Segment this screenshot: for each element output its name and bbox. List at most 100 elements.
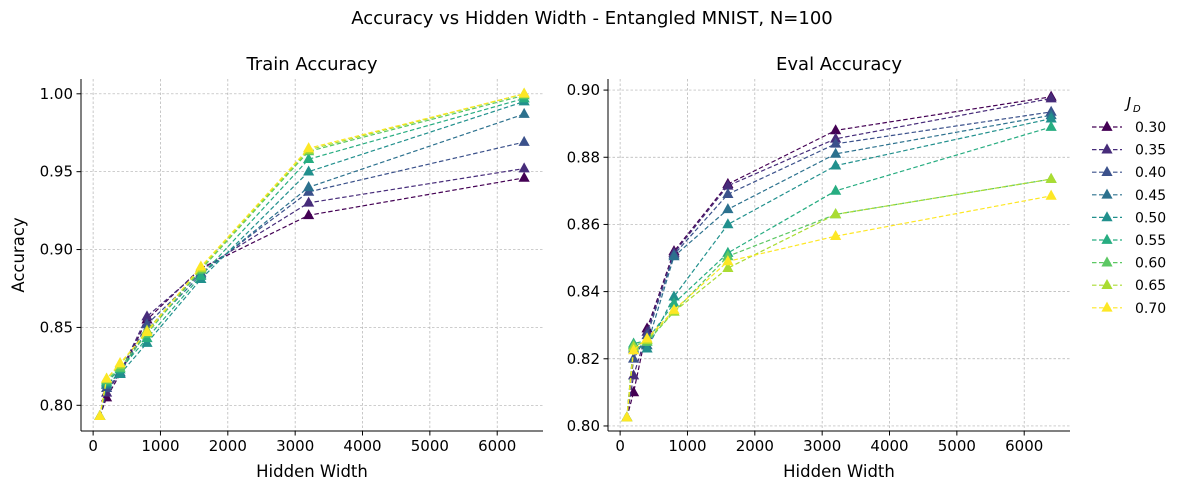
data-point — [722, 250, 734, 261]
data-point — [518, 87, 530, 98]
series-0.70 — [621, 189, 1057, 422]
legend-marker — [1101, 301, 1113, 312]
series-line — [99, 94, 525, 417]
series-line — [99, 93, 525, 417]
data-point — [518, 171, 530, 182]
data-point — [722, 179, 734, 190]
data-point — [830, 208, 842, 219]
subplot-title: Eval Accuracy — [776, 54, 902, 75]
x-tick-label: 4000 — [870, 437, 908, 455]
figure-title: Accuracy vs Hidden Width - Entangled MNI… — [351, 8, 832, 29]
legend-entry-0.50: 0.50 — [1092, 210, 1166, 226]
data-point — [668, 250, 680, 261]
data-point — [627, 352, 640, 363]
x-tick-label: 1000 — [668, 437, 706, 455]
y-tick-label: 0.95 — [40, 163, 73, 181]
series-line — [626, 118, 1052, 418]
data-point — [141, 325, 153, 336]
legend-label: 0.30 — [1135, 120, 1166, 136]
data-point — [722, 218, 734, 229]
data-point — [114, 357, 126, 368]
data-point — [830, 184, 842, 195]
data-point — [627, 369, 640, 380]
x-tick-label: 6000 — [478, 437, 516, 455]
legend: J D 0.30 0.35 0.40 0.45 0.50 0.55 0.60 0.65 0.70 — [1092, 94, 1166, 317]
series-0.35 — [621, 92, 1057, 422]
y-tick-label: 0.80 — [567, 417, 600, 435]
x-axis-label: Hidden Width — [256, 462, 368, 481]
data-point — [722, 188, 734, 199]
legend-label: 0.50 — [1135, 210, 1166, 226]
series-0.50 — [621, 112, 1057, 422]
series-0.60 — [621, 172, 1057, 422]
series-0.50 — [94, 95, 530, 421]
series-0.65 — [621, 172, 1057, 422]
legend-marker — [1101, 188, 1113, 199]
data-point — [668, 297, 680, 308]
x-tick-label: 3000 — [803, 437, 841, 455]
legend-label: 0.70 — [1135, 301, 1166, 317]
data-point — [195, 260, 207, 271]
legend-entry-0.55: 0.55 — [1092, 233, 1166, 249]
subplot-train: 0 1000 2000 3000 4000 5000 6000 0.80 0.85 0.90 0.9… — [9, 54, 543, 481]
data-point — [830, 132, 842, 143]
y-tick-label: 0.80 — [40, 396, 73, 414]
x-tick-label: 5000 — [938, 437, 976, 455]
data-point — [303, 209, 315, 220]
y-tick-label: 0.86 — [567, 215, 600, 233]
legend-marker — [1101, 211, 1113, 222]
series-line — [626, 111, 1052, 418]
legend-label: 0.40 — [1135, 165, 1166, 181]
data-point — [195, 269, 207, 280]
data-point — [1045, 172, 1057, 183]
data-point — [303, 165, 315, 176]
data-point — [627, 344, 640, 355]
data-point — [303, 196, 315, 207]
legend-entry-0.60: 0.60 — [1092, 256, 1166, 272]
legend-title-subscript: D — [1133, 104, 1141, 115]
legend-entry-0.65: 0.65 — [1092, 278, 1166, 294]
data-point — [141, 310, 153, 321]
data-point — [668, 303, 680, 314]
data-point — [830, 147, 842, 158]
data-point — [94, 410, 106, 421]
data-point — [722, 261, 734, 272]
x-tick-label: 0 — [88, 437, 98, 455]
x-tick-label: 6000 — [1005, 437, 1043, 455]
series-line — [626, 195, 1052, 418]
legend-entry-0.40: 0.40 — [1092, 165, 1166, 181]
data-point — [1045, 189, 1057, 200]
data-point — [641, 342, 653, 353]
series-line — [99, 97, 525, 417]
x-tick-label: 0 — [615, 437, 625, 455]
legend-entry-0.70: 0.70 — [1092, 301, 1166, 317]
x-tick-label: 2000 — [209, 437, 247, 455]
data-point — [722, 203, 734, 214]
data-point — [1045, 92, 1057, 103]
series-0.65 — [94, 87, 530, 421]
x-axis-label: Hidden Width — [783, 462, 895, 481]
series-line — [99, 93, 525, 417]
legend-marker — [1101, 143, 1113, 154]
series-line — [626, 126, 1052, 418]
legend-marker — [1101, 233, 1113, 244]
series-0.40 — [94, 135, 530, 421]
x-tick-label: 2000 — [736, 437, 774, 455]
data-point — [641, 332, 653, 343]
x-tick-label: 5000 — [411, 437, 449, 455]
series-line — [99, 141, 525, 417]
x-tick-label: 3000 — [276, 437, 314, 455]
legend-marker — [1101, 256, 1113, 267]
legend-marker — [1101, 279, 1113, 290]
series-0.35 — [94, 162, 530, 421]
series-0.60 — [94, 89, 530, 421]
y-tick-label: 0.82 — [567, 350, 600, 368]
legend-marker — [1101, 166, 1113, 177]
y-tick-label: 0.88 — [567, 148, 600, 166]
data-point — [668, 290, 680, 301]
data-point — [621, 411, 633, 422]
y-tick-label: 0.84 — [567, 283, 600, 301]
data-point — [141, 318, 153, 329]
legend-label: 0.60 — [1135, 256, 1166, 272]
